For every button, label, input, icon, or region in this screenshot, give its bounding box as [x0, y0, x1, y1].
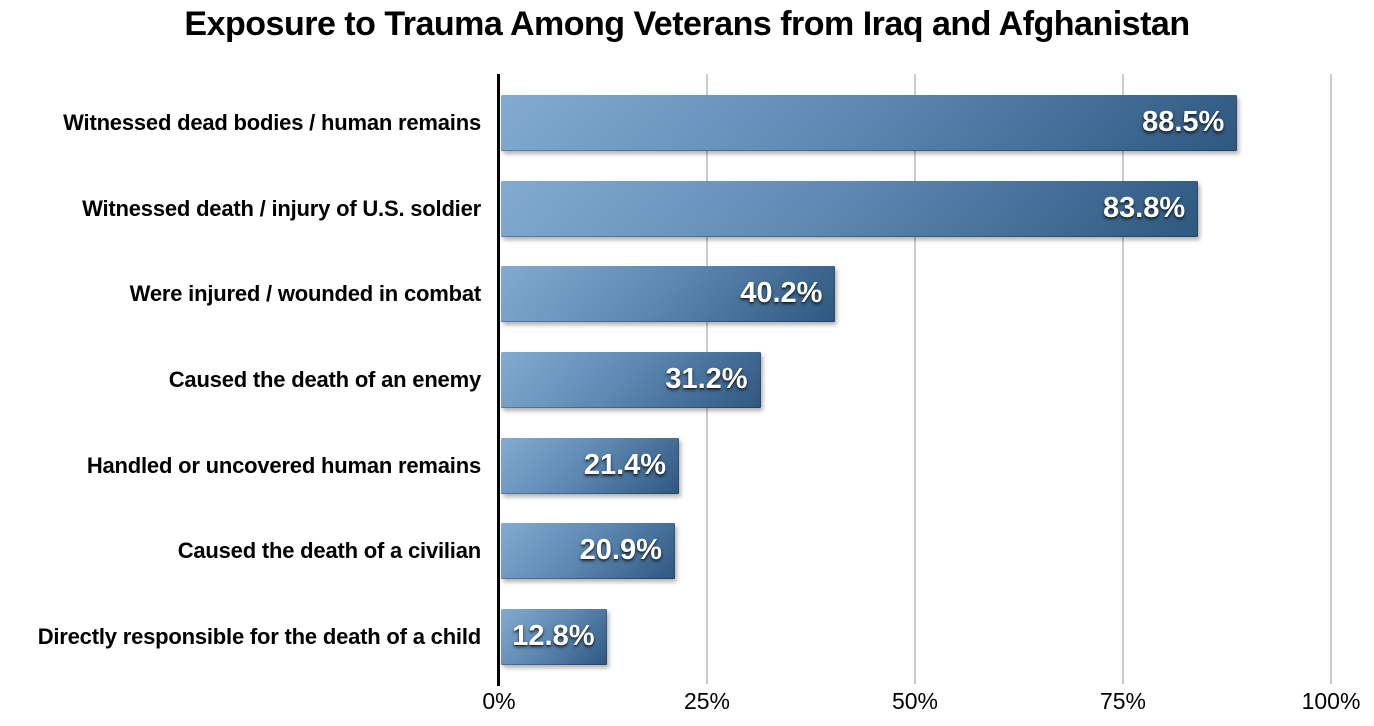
bar: 21.4% [501, 437, 680, 494]
gridline-50 [914, 74, 916, 684]
y-axis-line [497, 74, 500, 686]
bar-value-label: 88.5% [1142, 105, 1225, 138]
x-tick-label: 25% [683, 688, 731, 714]
category-label: Handled or uncovered human remains [86, 452, 481, 478]
x-tick-label: 75% [1099, 688, 1147, 714]
gridline-75 [1122, 74, 1124, 684]
bar-value-label: 21.4% [583, 448, 667, 481]
category-label: Caused the death of a civilian [177, 538, 482, 564]
bar-value-label: 31.2% [665, 362, 748, 395]
bar: 20.9% [501, 523, 675, 580]
bar: 88.5% [501, 95, 1238, 151]
category-label: Witnessed death / injury of U.S. soldier [82, 195, 481, 221]
chart-title: Exposure to Trauma Among Veterans from I… [184, 5, 1190, 43]
category-label: Caused the death of an enemy [168, 367, 481, 392]
bar-value-label: 12.8% [512, 619, 595, 652]
bar-value-label: 20.9% [579, 534, 662, 567]
category-label: Witnessed dead bodies / human remains [63, 110, 481, 135]
x-tick-label: 0% [482, 688, 516, 714]
bar: 40.2% [501, 266, 836, 323]
bar: 12.8% [501, 609, 608, 665]
category-label: Directly responsible for the death of a … [37, 624, 482, 649]
x-tick-label: 50% [891, 688, 939, 714]
gridline-100 [1330, 74, 1332, 684]
bar-value-label: 83.8% [1102, 191, 1186, 224]
bar-value-label: 40.2% [740, 277, 823, 310]
plot-area: 88.5% 83.8% 40.2% 31.2% 21.4% 20.9% 12.8% [497, 74, 1332, 686]
x-tick-label: 100% [1301, 688, 1361, 714]
bar: 31.2% [501, 352, 761, 408]
category-label: Were injured / wounded in combat [129, 281, 482, 307]
bar: 83.8% [501, 180, 1199, 237]
